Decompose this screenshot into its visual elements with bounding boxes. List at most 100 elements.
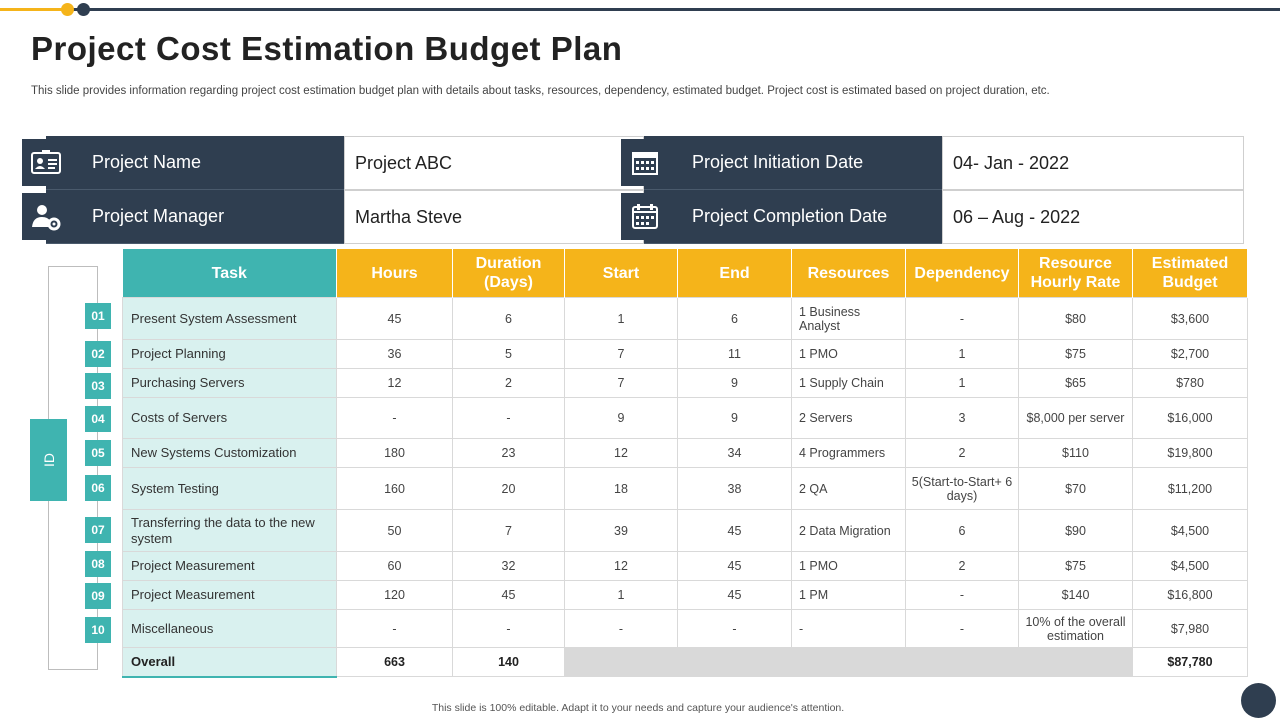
cell-dependency: - <box>905 609 1019 648</box>
cell-rate: $70 <box>1018 467 1133 510</box>
header-estimated-budget: Estimated Budget <box>1132 249 1248 298</box>
slide-title: Project Cost Estimation Budget Plan <box>31 30 623 67</box>
cell-dependency: 2 <box>905 438 1019 468</box>
cell-hours: 60 <box>336 551 453 581</box>
cell-start: - <box>564 609 678 648</box>
cell-rate: $80 <box>1018 297 1133 340</box>
cell-duration: 2 <box>452 368 565 398</box>
cell-hours: 160 <box>336 467 453 510</box>
row-id-badge: 09 <box>85 583 111 609</box>
row-id-badge: 02 <box>85 341 111 367</box>
cell-budget: $3,600 <box>1132 297 1248 340</box>
id-tab-label: ID <box>40 453 57 467</box>
cell-hours: 45 <box>336 297 453 340</box>
table-row: Present System Assessment 45 6 1 6 1 Bus… <box>122 297 1248 340</box>
info-row-1: Project Name Project ABC Project Initiat… <box>22 136 1244 190</box>
cell-dependency: 1 <box>905 339 1019 369</box>
cell-rate: $8,000 per server <box>1018 397 1133 439</box>
cell-budget: $7,980 <box>1132 609 1248 648</box>
cell-start: 1 <box>564 580 678 610</box>
cell-resources: 1 PMO <box>791 551 906 581</box>
header-end: End <box>677 249 792 298</box>
cell-budget: $16,000 <box>1132 397 1248 439</box>
cell-task: Project Measurement <box>122 551 337 581</box>
id-bracket-line <box>97 266 98 670</box>
cell-dependency: 3 <box>905 397 1019 439</box>
project-manager-label-text: Project Manager <box>92 206 225 226</box>
cell-rate: $140 <box>1018 580 1133 610</box>
overall-duration: 140 <box>452 647 565 677</box>
cell-budget: $4,500 <box>1132 551 1248 581</box>
cell-task: Miscellaneous <box>122 609 337 648</box>
table-row: Project Measurement 120 45 1 45 1 PM - $… <box>122 580 1248 610</box>
cell-budget: $2,700 <box>1132 339 1248 369</box>
cell-dependency: - <box>905 580 1019 610</box>
overall-hours: 663 <box>336 647 453 677</box>
table-row: Project Measurement 60 32 12 45 1 PMO 2 … <box>122 551 1248 581</box>
project-name-label: Project Name <box>46 136 344 190</box>
cell-task: Purchasing Servers <box>122 368 337 398</box>
accent-dot-yellow <box>61 3 74 16</box>
project-manager-value: Martha Steve <box>344 190 644 244</box>
cell-start: 9 <box>564 397 678 439</box>
row-id-badge: 10 <box>85 617 111 643</box>
cell-hours: 180 <box>336 438 453 468</box>
cell-dependency: 5(Start-to-Start+ 6 days) <box>905 467 1019 510</box>
cell-dependency: 1 <box>905 368 1019 398</box>
cell-end: 45 <box>677 551 792 581</box>
initiation-date-label-text: Project Initiation Date <box>692 152 864 172</box>
cell-duration: - <box>452 609 565 648</box>
cell-duration: 5 <box>452 339 565 369</box>
cell-rate: $90 <box>1018 509 1133 552</box>
cell-task: Project Planning <box>122 339 337 369</box>
cell-budget: $780 <box>1132 368 1248 398</box>
cell-resources: 1 PMO <box>791 339 906 369</box>
project-name-label-text: Project Name <box>92 152 202 172</box>
header-start: Start <box>564 249 678 298</box>
header-dependency: Dependency <box>905 249 1019 298</box>
cell-start: 12 <box>564 551 678 581</box>
cell-end: 34 <box>677 438 792 468</box>
cell-hours: 36 <box>336 339 453 369</box>
header-task: Task <box>122 249 337 298</box>
cell-task: Present System Assessment <box>122 297 337 340</box>
cell-resources: 2 QA <box>791 467 906 510</box>
cell-resources: 4 Programmers <box>791 438 906 468</box>
cell-start: 39 <box>564 509 678 552</box>
cell-end: 11 <box>677 339 792 369</box>
cell-resources: - <box>791 609 906 648</box>
cell-budget: $4,500 <box>1132 509 1248 552</box>
cell-budget: $19,800 <box>1132 438 1248 468</box>
row-id-badge: 01 <box>85 303 111 329</box>
cell-dependency: 2 <box>905 551 1019 581</box>
cell-dependency: - <box>905 297 1019 340</box>
cell-hours: - <box>336 397 453 439</box>
cell-budget: $16,800 <box>1132 580 1248 610</box>
slide-subtitle: This slide provides information regardin… <box>31 85 1050 97</box>
cell-rate: 10% of the overall estimation <box>1018 609 1133 648</box>
cell-rate: $65 <box>1018 368 1133 398</box>
cell-hours: 50 <box>336 509 453 552</box>
info-row-2: Project Manager Martha Steve Project Com… <box>22 190 1244 244</box>
cell-end: 9 <box>677 368 792 398</box>
cell-end: 9 <box>677 397 792 439</box>
overall-budget: $87,780 <box>1132 647 1248 677</box>
initiation-date-label: Project Initiation Date <box>644 136 942 190</box>
cell-hours: 120 <box>336 580 453 610</box>
completion-date-label-text: Project Completion Date <box>692 206 888 226</box>
overall-row: Overall 663 140 $87,780 <box>122 647 1248 678</box>
cell-resources: 1 Business Analyst <box>791 297 906 340</box>
row-id-badge: 03 <box>85 373 111 399</box>
completion-date-value-text: 06 – Aug - 2022 <box>953 206 1081 227</box>
accent-dot-navy <box>77 3 90 16</box>
cell-start: 7 <box>564 339 678 369</box>
cell-start: 1 <box>564 297 678 340</box>
cell-end: 38 <box>677 467 792 510</box>
cell-duration: 23 <box>452 438 565 468</box>
top-rule <box>0 8 1280 11</box>
project-name-value: Project ABC <box>344 136 644 190</box>
cell-duration: 7 <box>452 509 565 552</box>
overall-label: Overall <box>122 647 337 678</box>
row-id-badge: 04 <box>85 406 111 432</box>
cell-task: System Testing <box>122 467 337 510</box>
